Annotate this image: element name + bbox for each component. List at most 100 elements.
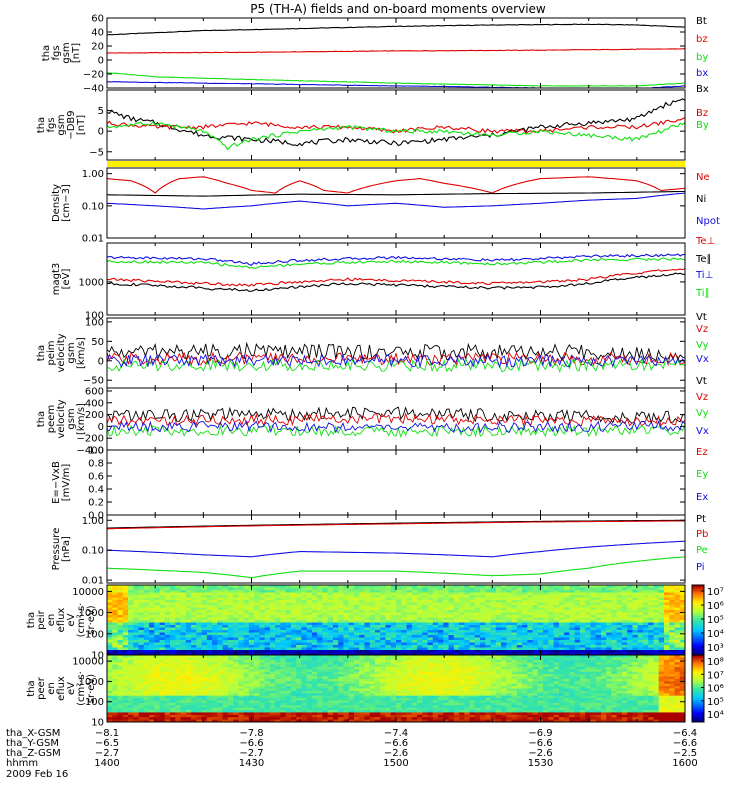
heatmap-cell — [533, 613, 539, 616]
heatmap-cell — [144, 593, 150, 596]
heatmap-cell — [254, 715, 260, 718]
heatmap-cell — [149, 710, 155, 713]
heatmap-cell — [160, 628, 166, 631]
heatmap-cell — [123, 708, 129, 711]
heatmap-cell — [674, 635, 680, 638]
heatmap-cell — [123, 669, 129, 672]
heatmap-cell — [333, 605, 339, 608]
heatmap-cell — [133, 625, 139, 628]
heatmap-cell — [433, 610, 439, 613]
heatmap-cell — [396, 610, 402, 613]
heatmap-cell — [438, 618, 444, 621]
heatmap-cell — [401, 623, 407, 626]
heatmap-cell — [160, 693, 166, 696]
heatmap-cell — [244, 650, 250, 653]
heatmap-cell — [512, 623, 518, 626]
heatmap-cell — [280, 708, 286, 711]
heatmap-cell — [107, 691, 113, 694]
heatmap-cell — [265, 693, 271, 696]
heatmap-cell — [128, 665, 134, 668]
heatmap-cell — [554, 600, 560, 603]
heatmap-cell — [265, 620, 271, 623]
heatmap-cell — [359, 625, 365, 628]
heatmap-cell — [328, 643, 334, 646]
heatmap-cell — [212, 643, 218, 646]
heatmap-cell — [191, 703, 197, 706]
heatmap-cell — [417, 648, 423, 651]
heatmap-cell — [385, 588, 391, 591]
heatmap-cell — [664, 610, 670, 613]
heatmap-cell — [428, 643, 434, 646]
heatmap-cell — [412, 633, 418, 636]
heatmap-cell — [653, 628, 659, 631]
heatmap-cell — [144, 705, 150, 708]
heatmap-cell — [270, 633, 276, 636]
heatmap-cell — [669, 648, 675, 651]
heatmap-cell — [512, 625, 518, 628]
heatmap-cell — [217, 698, 223, 701]
legend-label-bz: bz — [696, 34, 708, 45]
heatmap-cell — [186, 630, 192, 633]
heatmap-cell — [275, 705, 281, 708]
heatmap-cell — [265, 595, 271, 598]
heatmap-cell — [438, 608, 444, 611]
heatmap-cell — [596, 620, 602, 623]
heatmap-cell — [296, 605, 302, 608]
heatmap-cell — [638, 595, 644, 598]
heatmap-cell — [333, 660, 339, 663]
heatmap-cell — [359, 605, 365, 608]
heatmap-cell — [485, 610, 491, 613]
heatmap-cell — [370, 643, 376, 646]
heatmap-cell — [296, 677, 302, 680]
heatmap-cell — [449, 588, 455, 591]
heatmap-cell — [170, 665, 176, 668]
heatmap-cell — [175, 603, 181, 606]
legend-label-Vx: Vx — [696, 354, 709, 365]
heatmap-cell — [580, 633, 586, 636]
heatmap-cell — [659, 633, 665, 636]
heatmap-cell — [412, 618, 418, 621]
heatmap-cell — [170, 635, 176, 638]
heatmap-cell — [343, 686, 349, 689]
heatmap-cell — [580, 608, 586, 611]
heatmap-cell — [401, 608, 407, 611]
heatmap-cell — [322, 615, 328, 618]
heatmap-cell — [186, 648, 192, 651]
heatmap-cell — [391, 615, 397, 618]
heatmap-cell — [118, 633, 124, 636]
heatmap-cell — [165, 679, 171, 682]
heatmap-cell — [611, 618, 617, 621]
heatmap-cell — [149, 660, 155, 663]
heatmap-cell — [475, 633, 481, 636]
heatmap-cell — [496, 640, 502, 643]
heatmap-cell — [338, 593, 344, 596]
heatmap-cell — [480, 598, 486, 601]
heatmap-cell — [107, 625, 113, 628]
heatmap-cell — [286, 657, 292, 660]
heatmap-cell — [112, 643, 118, 646]
heatmap-cell — [401, 638, 407, 641]
heatmap-cell — [154, 667, 160, 670]
heatmap-cell — [139, 660, 145, 663]
heatmap-cell — [238, 650, 244, 653]
heatmap-cell — [569, 598, 575, 601]
heatmap-cell — [354, 600, 360, 603]
heatmap-cell — [191, 696, 197, 699]
heatmap-cell — [238, 700, 244, 703]
heatmap-cell — [301, 618, 307, 621]
heatmap-cell — [501, 610, 507, 613]
heatmap-cell — [517, 598, 523, 601]
heatmap-cell — [470, 610, 476, 613]
heatmap-cell — [212, 590, 218, 593]
heatmap-cell — [301, 635, 307, 638]
heatmap-cell — [354, 717, 360, 720]
heatmap-cell — [233, 643, 239, 646]
heatmap-cell — [228, 638, 234, 641]
heatmap-cell — [270, 669, 276, 672]
heatmap-cell — [186, 657, 192, 660]
heatmap-cell — [170, 648, 176, 651]
heatmap-cell — [139, 620, 145, 623]
series-line-Pe — [107, 557, 685, 578]
heatmap-cell — [296, 708, 302, 711]
heatmap-cell — [317, 660, 323, 663]
